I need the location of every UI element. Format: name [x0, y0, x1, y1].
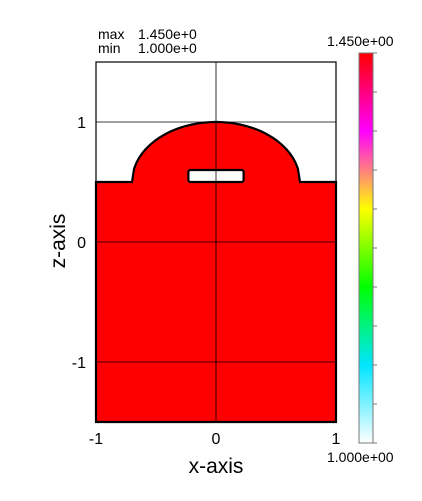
y-tick-label: 0	[77, 235, 86, 252]
x-axis-label: x-axis	[189, 455, 244, 478]
y-tick-label: 1	[77, 115, 86, 132]
max-stat-label: max	[98, 26, 125, 42]
colorbar-min-label: 1.000e+00	[327, 449, 394, 465]
y-axis-label: z-axis	[47, 214, 70, 269]
y-tick-label: -1	[72, 355, 86, 372]
plot-frame	[95, 61, 337, 423]
x-tick-labels: -1 0 1	[89, 431, 341, 448]
colorbar	[358, 52, 374, 444]
colorbar-max-label: 1.450e+00	[327, 33, 394, 49]
colorbar-ticks	[373, 52, 377, 444]
min-stat-value: 1.000e+0	[138, 40, 197, 56]
y-tick-labels: -1 0 1	[72, 115, 86, 372]
x-tick-label: 0	[212, 431, 221, 448]
x-tick-label: -1	[89, 431, 103, 448]
min-stat-label: min	[98, 40, 121, 56]
x-tick-label: 1	[332, 431, 341, 448]
max-stat-value: 1.450e+0	[138, 26, 197, 42]
